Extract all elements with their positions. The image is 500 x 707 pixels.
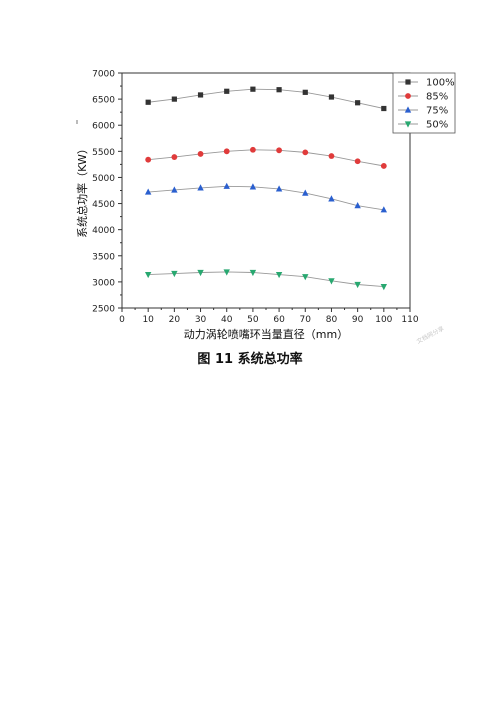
series-line-2	[148, 185, 384, 211]
chart-svg: 0 10 20 30 40 50 60 70 80 90 100 110 2500 3000 3500 400…	[75, 70, 456, 341]
legend-marker	[404, 121, 412, 128]
x-tick-label: 80	[326, 315, 338, 325]
data-point	[171, 186, 178, 193]
data-point	[249, 183, 257, 190]
data-point	[144, 271, 152, 279]
data-point	[380, 163, 387, 169]
data-point	[354, 281, 361, 289]
data-point	[355, 100, 361, 106]
data-point	[276, 87, 282, 93]
data-point	[223, 148, 230, 155]
legend-label: 75%	[426, 106, 448, 117]
data-point	[197, 151, 204, 157]
y-tick-label: 3000	[92, 278, 115, 288]
series-line-1	[148, 149, 384, 167]
y-tick-label: 5500	[92, 148, 115, 158]
legend-marker	[404, 106, 412, 113]
data-point	[144, 188, 152, 195]
y-tick-label: 3500	[92, 252, 115, 262]
data-point	[275, 185, 283, 192]
data-point	[275, 271, 283, 279]
data-point	[171, 96, 177, 102]
y-tick-label: 6000	[92, 122, 115, 132]
data-point	[381, 105, 387, 112]
data-point	[354, 158, 361, 165]
legend-label: 100%	[426, 78, 455, 89]
x-tick-label: 30	[195, 315, 207, 325]
data-point	[380, 283, 388, 291]
legend-box	[392, 72, 456, 134]
legend-marker	[405, 79, 411, 85]
figure-caption: 图 11 系统总功率	[197, 352, 303, 367]
data-point	[171, 270, 178, 278]
x-tick-label: 110	[401, 315, 418, 325]
series-line-3	[148, 271, 384, 288]
data-point	[145, 99, 151, 105]
data-point	[380, 206, 388, 213]
data-point	[197, 269, 204, 277]
y-tick-label: 4000	[92, 226, 115, 236]
data-point	[302, 189, 309, 196]
data-point	[197, 92, 204, 98]
data-point	[328, 278, 335, 285]
y-tick-label: 2500	[92, 305, 115, 315]
data-point	[250, 86, 256, 92]
x-tick-label: 50	[247, 315, 259, 325]
legend-marker	[405, 93, 411, 99]
data-point	[224, 88, 230, 94]
data-point	[250, 146, 256, 153]
x-tick-label: 90	[352, 315, 364, 325]
data-point	[354, 202, 361, 209]
x-tick-label: 40	[221, 315, 233, 325]
x-axis-title: 动力涡轮喷嘴环当量直径（mm）	[184, 327, 348, 340]
x-tick-label: 10	[142, 315, 154, 325]
data-point	[197, 184, 204, 191]
data-point	[223, 182, 230, 189]
x-tick-label: 20	[169, 315, 181, 325]
y-tick-label: 4500	[92, 200, 115, 210]
x-tick-label: 70	[300, 315, 312, 325]
data-point	[328, 153, 335, 159]
y-tick-label: 5000	[92, 174, 115, 184]
series-line-0	[148, 88, 384, 109]
edge-mark	[76, 120, 78, 124]
data-point	[171, 154, 178, 160]
chart: 0 10 20 30 40 50 60 70 80 90 100 110 2500 3000 3500 400…	[0, 0, 500, 341]
data-point	[276, 147, 282, 154]
x-tick-label: 60	[273, 315, 285, 325]
y-axis-title: 系统总功率（KW）	[75, 143, 89, 238]
y-tick-label: 6500	[92, 96, 115, 106]
data-point	[328, 195, 335, 202]
x-tick-label: 100	[375, 315, 392, 325]
data-point	[223, 269, 230, 276]
data-point	[145, 156, 152, 163]
x-tick-label: 0	[119, 315, 125, 325]
data-point	[302, 89, 308, 95]
y-tick-label: 7000	[92, 70, 115, 80]
legend-label: 85%	[426, 92, 448, 103]
data-point	[302, 149, 309, 156]
legend-label: 50%	[426, 120, 448, 131]
data-point	[328, 94, 335, 100]
data-point	[302, 274, 309, 281]
data-point	[249, 269, 257, 277]
